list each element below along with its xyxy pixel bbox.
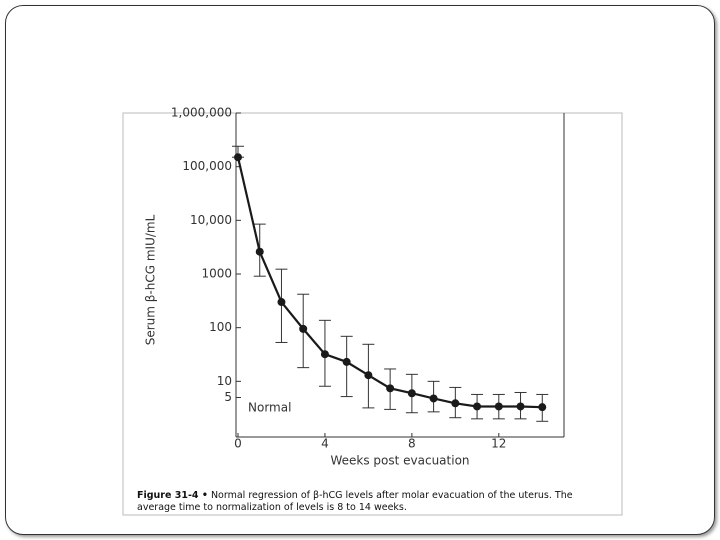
data-point — [429, 394, 438, 403]
data-point — [255, 247, 264, 256]
data-point — [407, 389, 416, 398]
data-point — [473, 402, 482, 411]
data-point — [386, 384, 395, 393]
x-tick-label: 12 — [491, 437, 506, 451]
data-point — [320, 350, 329, 359]
y-tick-label: 10 — [217, 374, 232, 388]
y-tick-label: 1,000,000 — [171, 106, 232, 120]
y-tick-label: 1000 — [201, 267, 232, 281]
data-point — [516, 402, 525, 411]
x-tick-label: 4 — [321, 437, 329, 451]
data-point — [538, 403, 547, 412]
y-tick-label: 100,000 — [182, 159, 232, 173]
y-tick-label: 5 — [224, 390, 232, 404]
data-point — [342, 357, 351, 366]
x-axis-label: Weeks post evacuation — [330, 454, 469, 468]
y-tick-label: 100 — [209, 320, 232, 334]
data-point — [299, 324, 308, 333]
x-tick-label: 0 — [234, 437, 242, 451]
figure-frame — [122, 112, 623, 516]
caption-line: Normal regression of β-hCG levels after … — [210, 490, 573, 501]
data-point — [364, 371, 373, 380]
annotation: Normal — [248, 401, 291, 415]
caption-line: average time to normalization of levels … — [137, 502, 407, 513]
y-tick-label: 10,000 — [190, 213, 232, 227]
data-point — [234, 153, 242, 162]
caption-label: Figure 31-4 • — [137, 490, 208, 501]
data-point — [277, 298, 286, 307]
slide — [5, 5, 715, 535]
x-tick-label: 8 — [408, 437, 416, 451]
data-point — [451, 399, 460, 408]
caption: Figure 31-4 • Normal regression of β-hCG… — [137, 490, 617, 514]
y-axis-label: Serum β-hCG mIU/mL — [144, 214, 158, 345]
data-point — [494, 402, 503, 411]
